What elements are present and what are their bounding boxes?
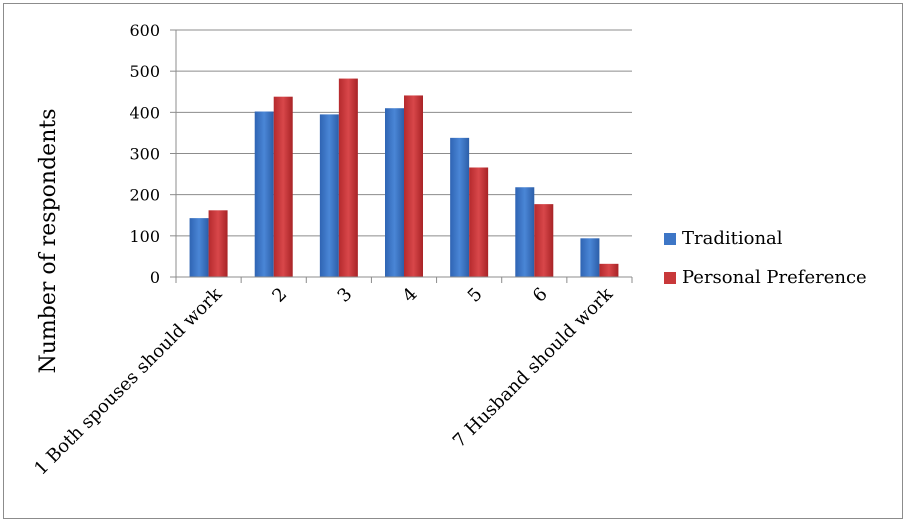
y-tick-label: 100 bbox=[129, 227, 160, 246]
bar-personal-preference bbox=[534, 204, 554, 277]
y-tick-label: 200 bbox=[129, 186, 160, 205]
y-tick-label: 0 bbox=[150, 268, 160, 287]
x-tick-label: 5 bbox=[464, 284, 487, 307]
x-tick-label: 3 bbox=[333, 284, 356, 307]
y-tick-label: 400 bbox=[129, 103, 160, 122]
x-tick-label: 7 Husband should work bbox=[449, 283, 618, 452]
bar-traditional bbox=[319, 114, 339, 278]
bar-personal-preference bbox=[469, 167, 489, 277]
x-tick-label: 4 bbox=[399, 284, 422, 307]
x-tick-label: 6 bbox=[529, 284, 552, 307]
bar-personal-preference bbox=[404, 95, 423, 277]
chart-frame: 0 100 200 300 400 500 600 1 Both spouses should… bbox=[3, 3, 903, 519]
bar-traditional bbox=[189, 218, 209, 277]
bar-personal-preference bbox=[599, 263, 619, 277]
bar-traditional bbox=[450, 137, 470, 277]
bar-traditional bbox=[580, 238, 600, 277]
bar-traditional bbox=[385, 108, 404, 277]
y-tick-label: 600 bbox=[129, 21, 160, 40]
bar-personal-preference bbox=[208, 210, 228, 277]
bar-personal-preference bbox=[338, 78, 358, 278]
legend-swatch bbox=[664, 233, 676, 245]
bar-personal-preference bbox=[273, 96, 293, 277]
legend: Traditional Personal Preference bbox=[664, 228, 867, 288]
legend-label: Traditional bbox=[682, 228, 783, 249]
legend-label: Personal Preference bbox=[682, 267, 867, 288]
bar-traditional bbox=[254, 111, 274, 277]
legend-swatch bbox=[664, 272, 676, 284]
y-tick-label: 300 bbox=[129, 145, 160, 164]
y-axis-title: Number of respondents bbox=[36, 109, 61, 374]
y-tick-label: 500 bbox=[129, 62, 160, 81]
bar-traditional bbox=[515, 187, 535, 277]
x-tick-label: 2 bbox=[268, 284, 291, 307]
